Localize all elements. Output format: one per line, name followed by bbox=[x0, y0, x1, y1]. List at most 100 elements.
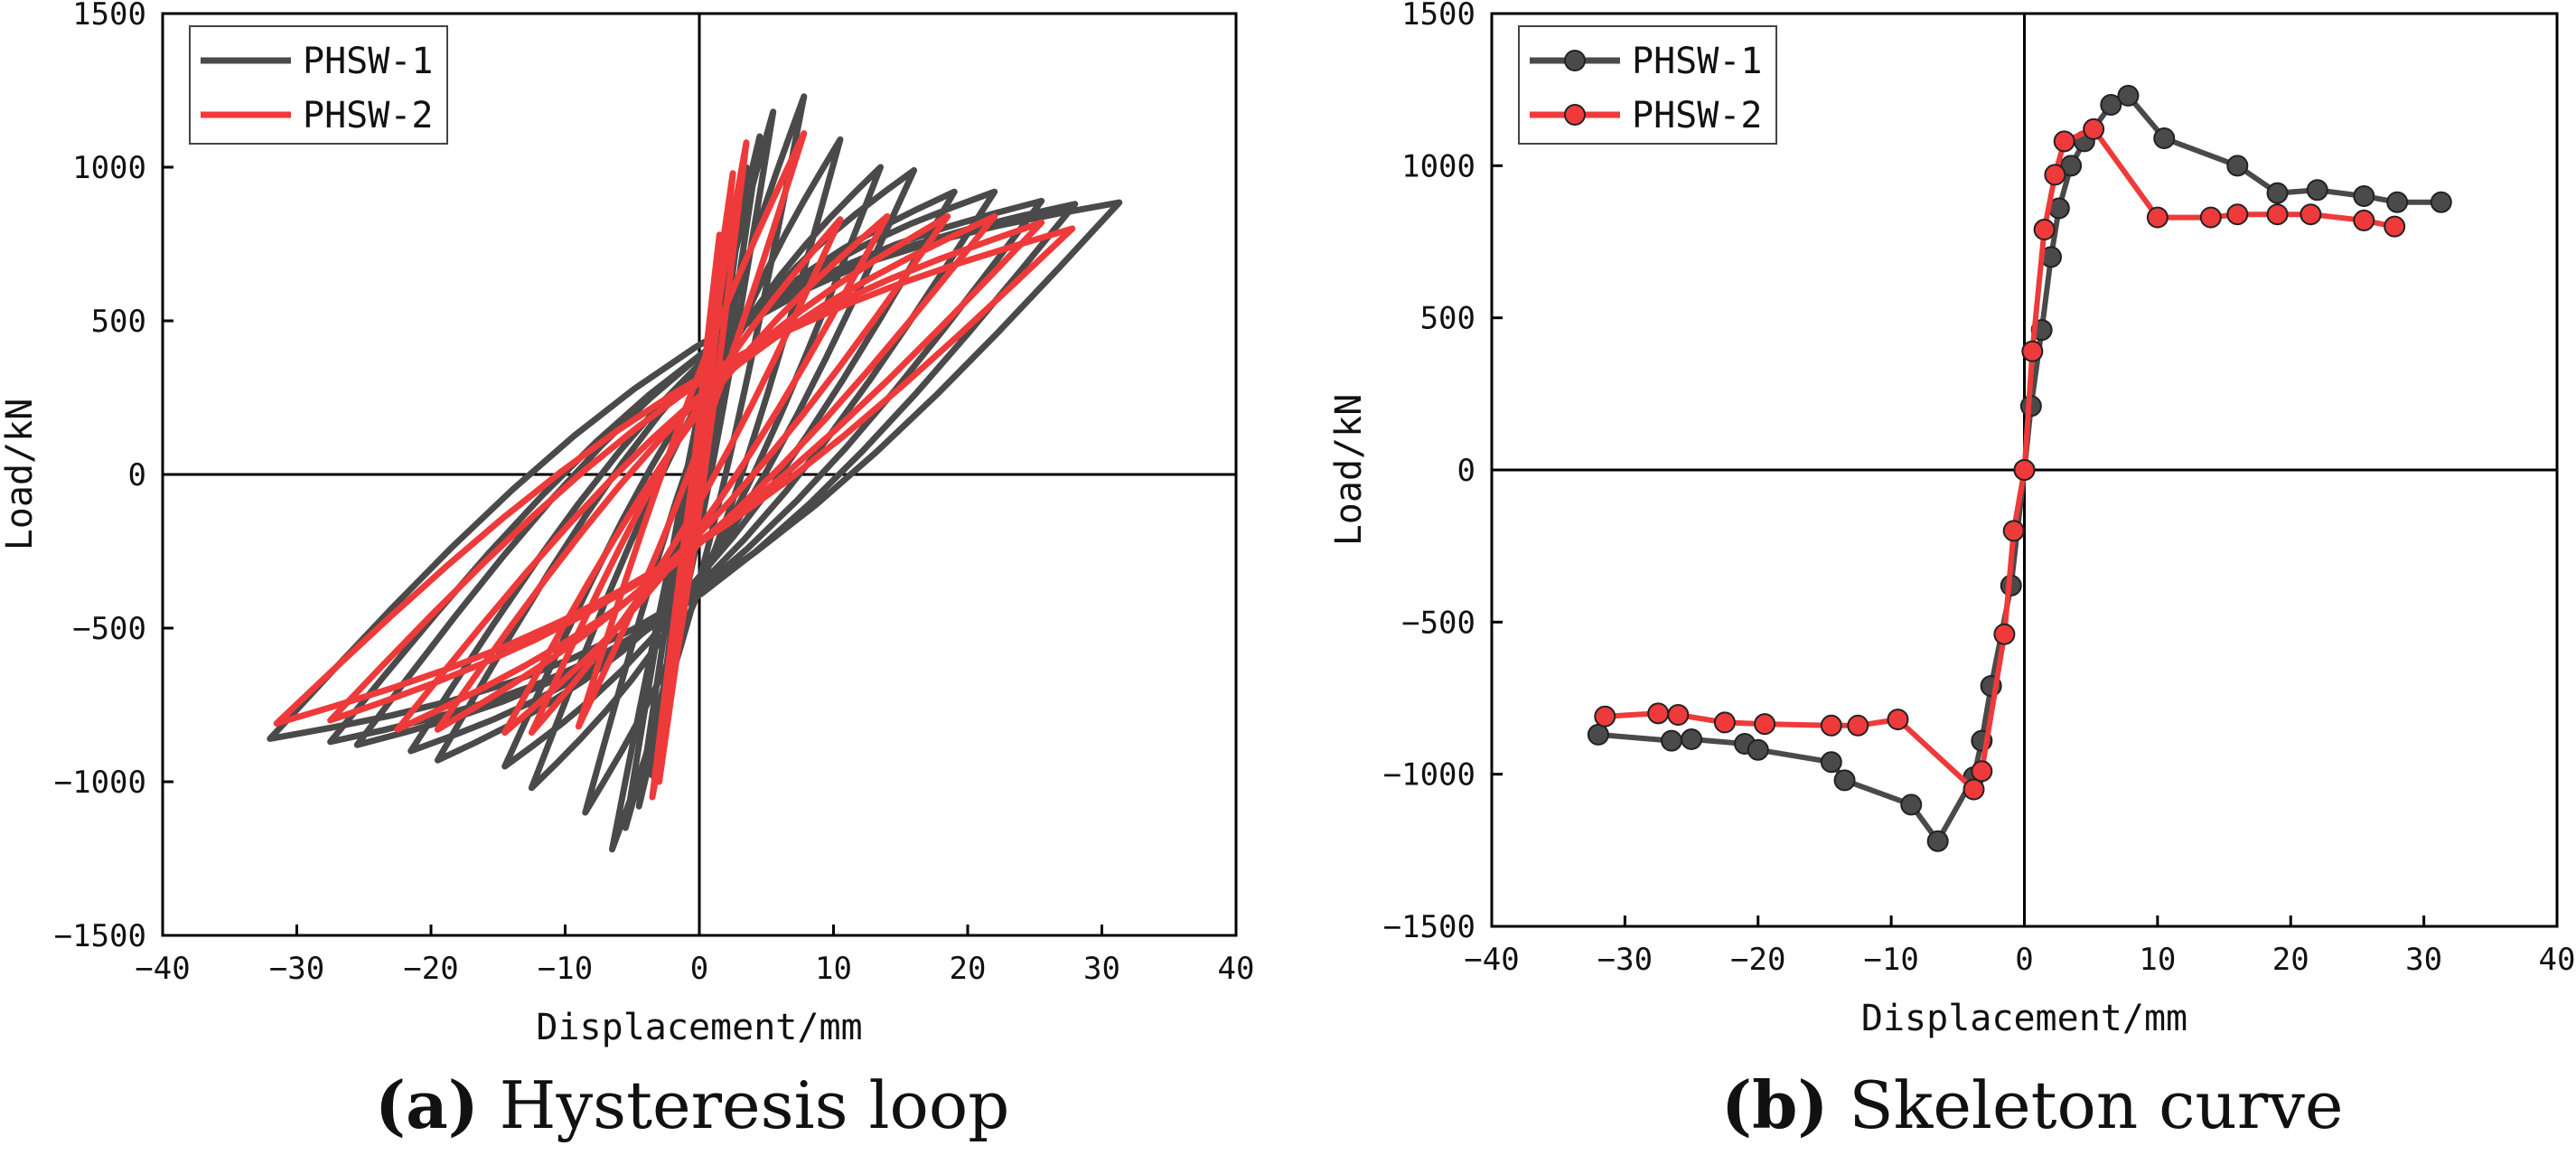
phsw-1-point bbox=[1681, 728, 1703, 750]
legend-box bbox=[1518, 25, 1777, 145]
y-tick-label: −500 bbox=[1401, 605, 1475, 641]
y-tick-label: −500 bbox=[72, 611, 146, 647]
phsw-2-point bbox=[1594, 705, 1616, 728]
x-tick-label: 10 bbox=[815, 951, 852, 987]
phsw-2-point bbox=[2353, 209, 2375, 231]
phsw-1-point bbox=[2117, 84, 2140, 107]
legend-label-phsw-1: PHSW-1 bbox=[303, 41, 434, 82]
y-tick-label: −1500 bbox=[1383, 909, 1475, 945]
phsw-1-loop-8 bbox=[501, 166, 918, 770]
legend-marker-phsw-1 bbox=[1564, 50, 1586, 71]
phsw-1-point bbox=[2100, 94, 2122, 116]
phsw-2-point bbox=[2083, 117, 2105, 140]
x-tick-label: −30 bbox=[1597, 942, 1653, 978]
x-tick-label: −20 bbox=[403, 951, 458, 987]
y-tick-label: 500 bbox=[1420, 301, 1475, 337]
phsw-1-point bbox=[1660, 729, 1682, 752]
phsw-1-point bbox=[1833, 769, 1856, 792]
y-tick-label: −1000 bbox=[54, 765, 146, 801]
x-tick-label: 10 bbox=[2139, 942, 2176, 978]
legend-marker-phsw-2 bbox=[1564, 104, 1586, 126]
y-tick-label: 0 bbox=[1457, 453, 1475, 489]
phsw-1-point bbox=[1587, 723, 1609, 746]
phsw-1-loop-10 bbox=[407, 188, 998, 755]
y-tick-label: 1500 bbox=[72, 0, 146, 33]
phsw-2-point bbox=[2002, 520, 2025, 542]
phsw-2-loop-6 bbox=[501, 212, 891, 737]
legend-label-phsw-1: PHSW-1 bbox=[1632, 41, 1763, 82]
y-tick-label: 1000 bbox=[72, 150, 146, 186]
caption-letter-b: (b) bbox=[1721, 1066, 1829, 1143]
series-group bbox=[1587, 84, 2452, 852]
phsw-2-point bbox=[1820, 714, 1842, 737]
phsw-1-point bbox=[2226, 155, 2249, 177]
legend-box bbox=[189, 25, 448, 145]
phsw-2-point bbox=[1754, 713, 1776, 736]
x-tick-label: 0 bbox=[2015, 942, 2033, 978]
y-tick-label: 500 bbox=[91, 304, 146, 340]
phsw-2-point bbox=[1993, 623, 2016, 645]
phsw-2-loop-10 bbox=[273, 225, 1076, 727]
phsw-1-point bbox=[2153, 127, 2176, 150]
phsw-2-point bbox=[1971, 760, 1993, 783]
y-axis-title: Load/kN bbox=[0, 399, 41, 551]
x-tick-label: 40 bbox=[2539, 942, 2576, 978]
y-tick-label: 1500 bbox=[1401, 0, 1475, 33]
phsw-1-point bbox=[2386, 191, 2409, 213]
phsw-1-point bbox=[2266, 182, 2289, 204]
phsw-1-loop-13 bbox=[267, 199, 1123, 742]
phsw-2-point bbox=[2044, 164, 2066, 186]
phsw-2-point bbox=[2013, 459, 2036, 481]
x-axis-title: Displacement/mm bbox=[536, 1007, 862, 1048]
phsw-2-point bbox=[1887, 709, 1909, 731]
x-tick-label: −40 bbox=[135, 951, 190, 987]
caption-text-a: Hysteresis loop bbox=[478, 1067, 1010, 1143]
y-tick-label: 0 bbox=[128, 457, 146, 493]
legend-label-phsw-2: PHSW-2 bbox=[303, 95, 434, 136]
x-tick-label: 20 bbox=[950, 951, 987, 987]
series-group bbox=[267, 93, 1123, 853]
phsw-2-point bbox=[1713, 711, 1736, 734]
y-tick-label: −1500 bbox=[54, 918, 146, 954]
x-tick-label: 30 bbox=[2405, 942, 2442, 978]
y-axis-title: Load/kN bbox=[1328, 394, 1370, 547]
x-tick-label: −40 bbox=[1464, 942, 1519, 978]
caption-hysteresis: (a) Hysteresis loop bbox=[375, 1066, 1009, 1143]
phsw-1-point bbox=[2353, 185, 2375, 207]
caption-text-b: Skeleton curve bbox=[1828, 1067, 2344, 1143]
phsw-2-point bbox=[2266, 203, 2289, 226]
phsw-2-point bbox=[2199, 206, 2222, 229]
skeleton-panel: −40 −30 −20 −10 0 10 20 30 40 −1500 −1000 −500 0 500 1… bbox=[1328, 0, 2575, 1039]
phsw-2-loop-4 bbox=[575, 130, 808, 730]
phsw-1-point bbox=[1747, 738, 1769, 761]
legend-label-phsw-2: PHSW-2 bbox=[1632, 95, 1763, 136]
y-tick-label: −1000 bbox=[1383, 757, 1475, 793]
caption-skeleton: (b) Skeleton curve bbox=[1721, 1066, 2344, 1143]
phsw-2-point bbox=[2300, 203, 2322, 226]
phsw-1-point bbox=[1926, 830, 1949, 852]
phsw-2-loop-9 bbox=[327, 219, 1045, 724]
phsw-2-point bbox=[2226, 203, 2249, 226]
hysteresis-panel: −40 −30 −20 −10 0 10 20 30 40 −1500 −1000 −500 0 500 1… bbox=[0, 0, 1254, 1048]
x-tick-label: 0 bbox=[690, 951, 708, 987]
phsw-1-point bbox=[1820, 751, 1842, 774]
phsw-2-point bbox=[1667, 704, 1690, 727]
x-axis-title: Displacement/mm bbox=[1861, 998, 2187, 1039]
phsw-2-point bbox=[1647, 702, 1670, 725]
phsw-1-point bbox=[1900, 793, 1923, 816]
x-tick-label: −20 bbox=[1730, 942, 1785, 978]
x-tick-label: −10 bbox=[1863, 942, 1918, 978]
phsw-2-point bbox=[2384, 215, 2406, 238]
phsw-2-point bbox=[1847, 714, 1869, 737]
phsw-2-point bbox=[1962, 778, 1985, 801]
phsw-2-point bbox=[2021, 340, 2044, 362]
phsw-2-point bbox=[2033, 219, 2056, 241]
phsw-2-point bbox=[2146, 206, 2169, 229]
x-tick-label: 40 bbox=[1218, 951, 1255, 987]
phsw-2-loop-8 bbox=[394, 212, 998, 733]
x-tick-label: 30 bbox=[1083, 951, 1120, 987]
phsw-1-point bbox=[2430, 191, 2452, 213]
x-tick-label: −30 bbox=[269, 951, 324, 987]
x-tick-label: 20 bbox=[2272, 942, 2309, 978]
phsw-1-point bbox=[2060, 155, 2083, 177]
